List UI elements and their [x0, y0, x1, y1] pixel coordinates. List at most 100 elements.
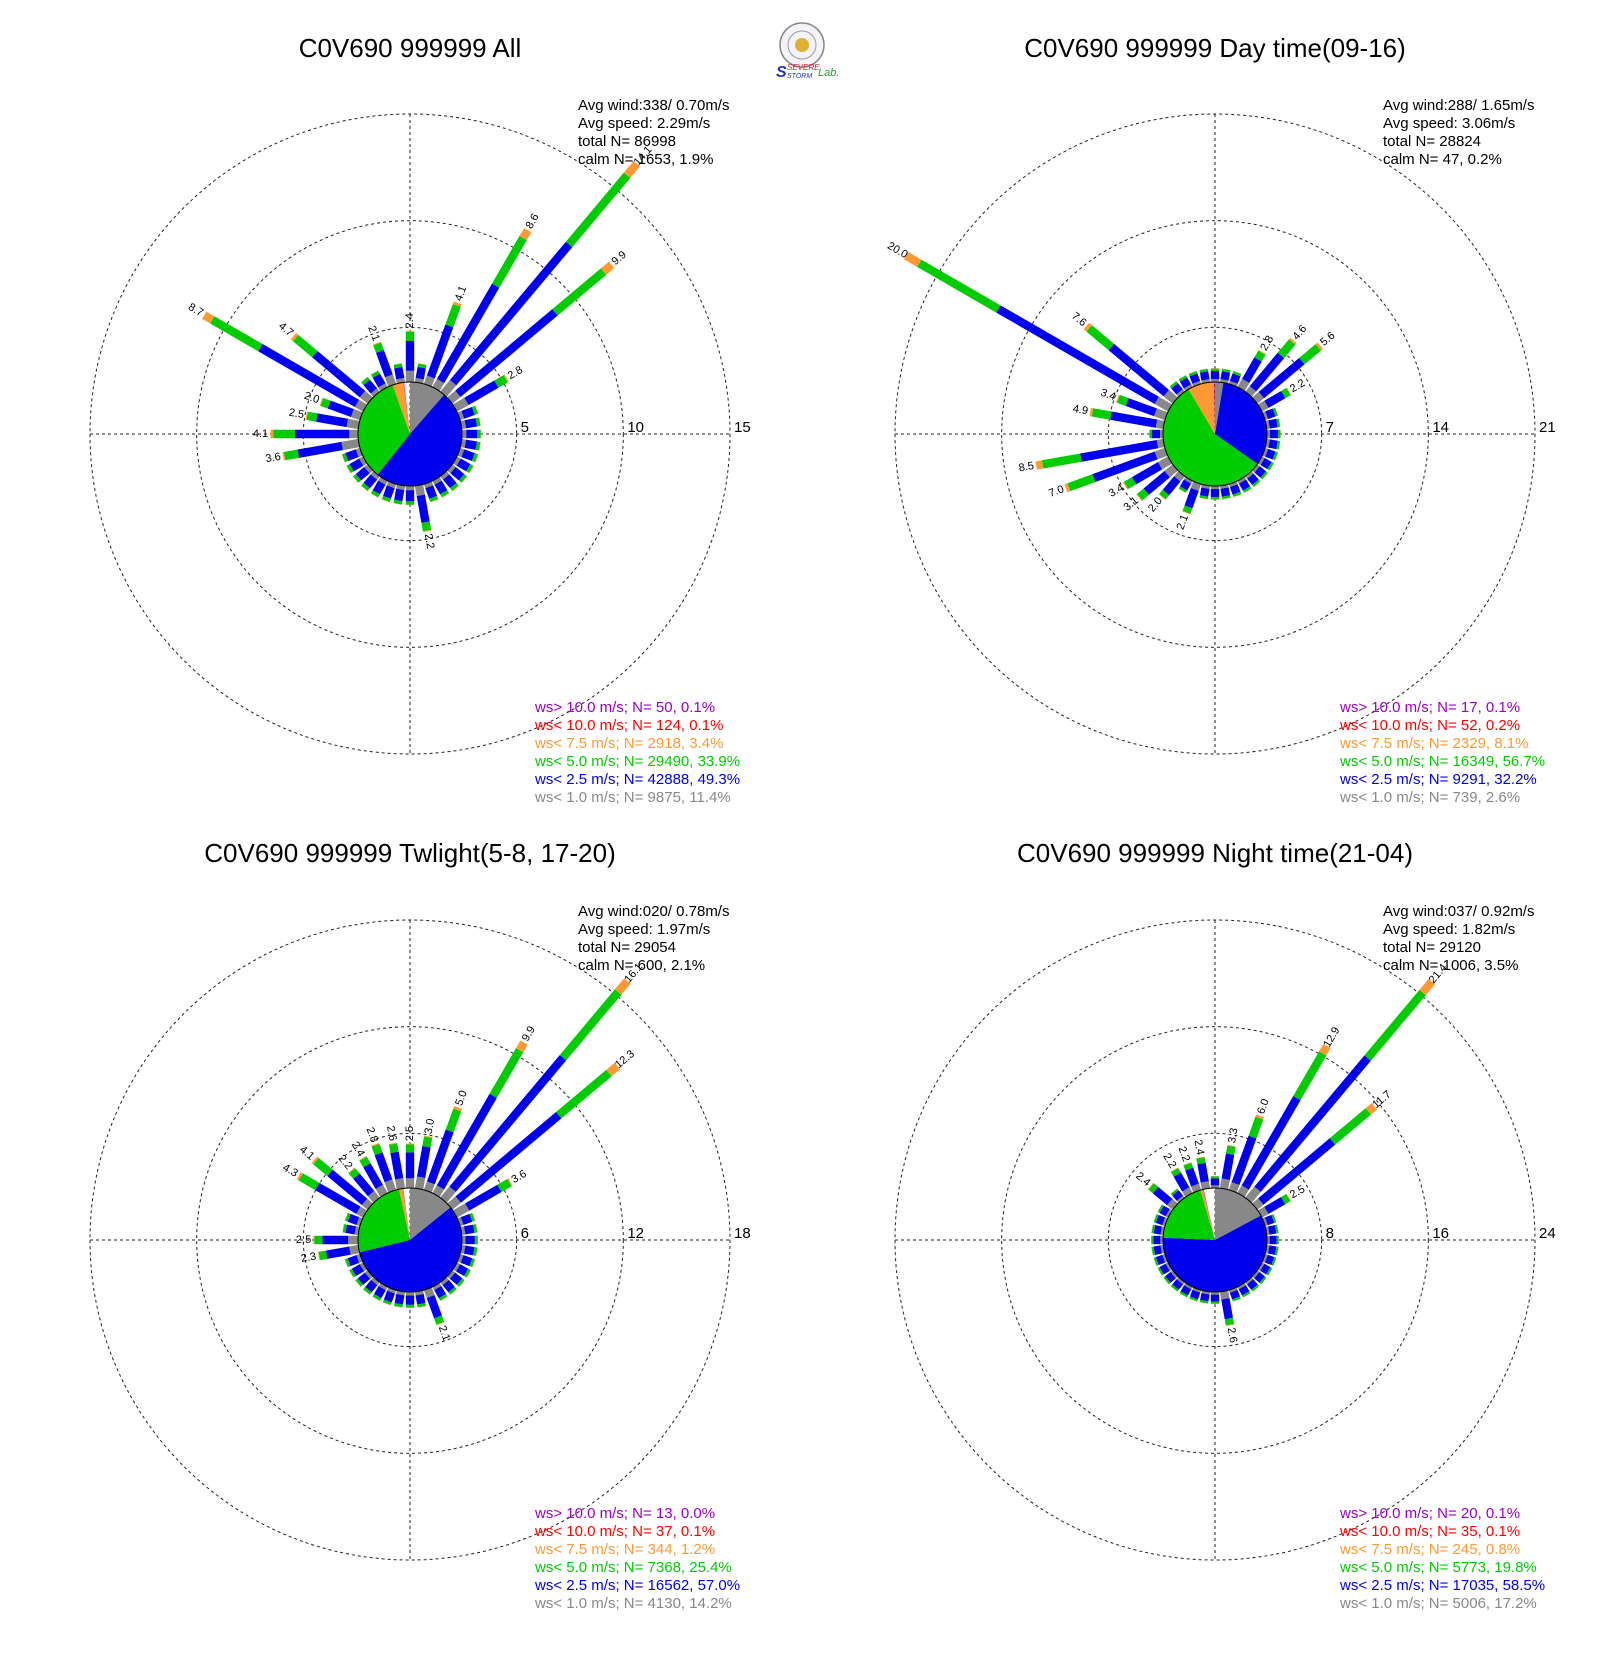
wind-bar-segment	[405, 1152, 415, 1179]
wind-bar-segment	[327, 400, 354, 417]
wind-bar-segment	[394, 488, 405, 502]
wind-bar-segment	[1319, 1043, 1331, 1056]
wind-bar-segment	[452, 397, 469, 412]
bar-value-label: 8.5	[1018, 460, 1035, 474]
wind-bar-segment	[434, 1315, 445, 1325]
wind-bar-segment	[447, 464, 456, 474]
wind-bar-segment	[1159, 1263, 1170, 1275]
bar-value-label: 2.5	[404, 1126, 416, 1141]
wind-bar-segment	[1169, 380, 1177, 387]
wind-bar-segment	[1183, 1162, 1192, 1166]
wind-bar-segment	[463, 1224, 475, 1235]
wind-bar-segment	[903, 251, 922, 267]
wind-bar-segment	[1041, 453, 1082, 469]
pie-slice	[1214, 382, 1215, 434]
grid-ring	[196, 1026, 624, 1454]
wind-bar-segment	[382, 1302, 391, 1306]
wind-bar-segment	[1254, 350, 1266, 362]
wind-bar-segment	[1269, 463, 1275, 471]
stats-line: Avg speed: 2.29m/s	[578, 115, 710, 132]
wind-bar-segment	[1110, 411, 1158, 428]
logo-seal-inner	[787, 30, 817, 60]
wind-bar-segment	[1170, 1167, 1181, 1177]
wind-bar-segment	[365, 1279, 378, 1293]
wind-bar-segment	[465, 1235, 475, 1245]
wind-bar-segment	[447, 390, 461, 404]
wind-bar-segment	[606, 1062, 621, 1077]
bar-value-label: 2.2	[422, 533, 436, 550]
bar-value-label: 2.4	[1192, 1139, 1206, 1156]
wind-bar-segment	[341, 438, 360, 451]
wind-bar-segment	[1275, 452, 1279, 461]
ring-label: 15	[734, 419, 751, 436]
wind-bar-segment	[283, 449, 300, 461]
wind-bar-segment	[422, 529, 432, 533]
wind-bar-segment	[556, 1069, 612, 1119]
wind-bar-segment	[1220, 371, 1231, 381]
wind-bar-segment	[1189, 1296, 1198, 1302]
wind-bar-segment	[1160, 1244, 1165, 1254]
wind-bar-segment	[210, 316, 263, 352]
wind-bar-segment	[270, 429, 274, 439]
stats-line: Avg wind:338/ 0.70m/s	[578, 97, 729, 114]
wind-bar-segment	[349, 1268, 356, 1278]
wind-bar-segment	[1271, 1257, 1277, 1266]
wind-bar-segment	[375, 1184, 388, 1198]
wind-bar-segment	[440, 490, 450, 498]
wind-bar-segment	[473, 1224, 478, 1233]
wind-bar-segment	[436, 1321, 445, 1326]
wind-bar-segment	[348, 1235, 358, 1245]
wind-bar-segment	[1281, 387, 1291, 399]
wind-bar-segment	[462, 429, 467, 439]
wind-bar-segment	[1237, 1282, 1246, 1290]
wind-bar-segment	[1210, 1185, 1220, 1188]
wind-bar-segment	[445, 303, 461, 328]
wind-bar-segment	[1265, 408, 1276, 420]
wind-bar-segment	[1156, 438, 1165, 449]
wind-bar-segment	[1264, 1254, 1275, 1266]
wind-bar-segment	[1254, 466, 1266, 478]
pie-slice	[410, 382, 445, 434]
wind-bar-segment	[1260, 457, 1272, 470]
wind-bar-segment	[1251, 1284, 1260, 1292]
bar-value-label: 4.1	[453, 284, 470, 302]
wind-bar-segment	[320, 397, 331, 409]
stats-line: Avg speed: 3.06m/s	[1383, 115, 1515, 132]
wind-bar-segment	[452, 301, 462, 307]
wind-bar-segment	[429, 495, 439, 502]
wind-bar-segment	[359, 1155, 367, 1161]
wind-bar-segment	[1170, 1284, 1179, 1292]
legend-entry: ws< 10.0 m/s; N= 37, 0.1%	[534, 1523, 715, 1540]
wind-bar-segment	[347, 1213, 360, 1225]
wind-bar-segment	[447, 1270, 456, 1279]
wind-bar-segment	[1228, 380, 1238, 387]
wind-bar-segment	[1163, 1277, 1169, 1285]
wind-bar-segment	[422, 1136, 433, 1148]
wind-bar-segment	[297, 441, 343, 458]
pie-slice	[358, 384, 410, 475]
wind-bar-segment	[363, 1289, 370, 1295]
bar-value-label: 6.0	[1255, 1097, 1272, 1115]
wind-bar-segment	[1199, 1302, 1209, 1304]
wind-bar-segment	[1275, 407, 1279, 416]
wind-bar-segment	[519, 227, 532, 241]
wind-bar-segment	[462, 1235, 466, 1245]
wind-bar-segment	[415, 1293, 426, 1305]
wind-bar-segment	[1237, 378, 1250, 392]
wind-bar-segment	[1159, 489, 1170, 500]
wind-bar-segment	[1258, 1138, 1336, 1205]
wind-bar-segment	[1238, 479, 1251, 491]
wind-bar-segment	[355, 1278, 364, 1287]
wind-bar-segment	[423, 1287, 435, 1299]
stats-line: Avg speed: 1.97m/s	[578, 921, 710, 938]
wind-bar-segment	[1270, 429, 1278, 439]
wind-bar-segment	[349, 458, 364, 472]
wind-bar-segment	[417, 1303, 426, 1308]
wind-bar-segment	[1260, 1263, 1271, 1275]
wind-bar-segment	[1153, 1245, 1162, 1255]
wind-bar-segment	[356, 1253, 363, 1263]
wind-bar-segment	[1162, 1253, 1168, 1263]
wind-bar-segment	[1245, 386, 1257, 397]
ring-label: 6	[521, 1225, 529, 1242]
wind-bar-segment	[1154, 396, 1173, 412]
